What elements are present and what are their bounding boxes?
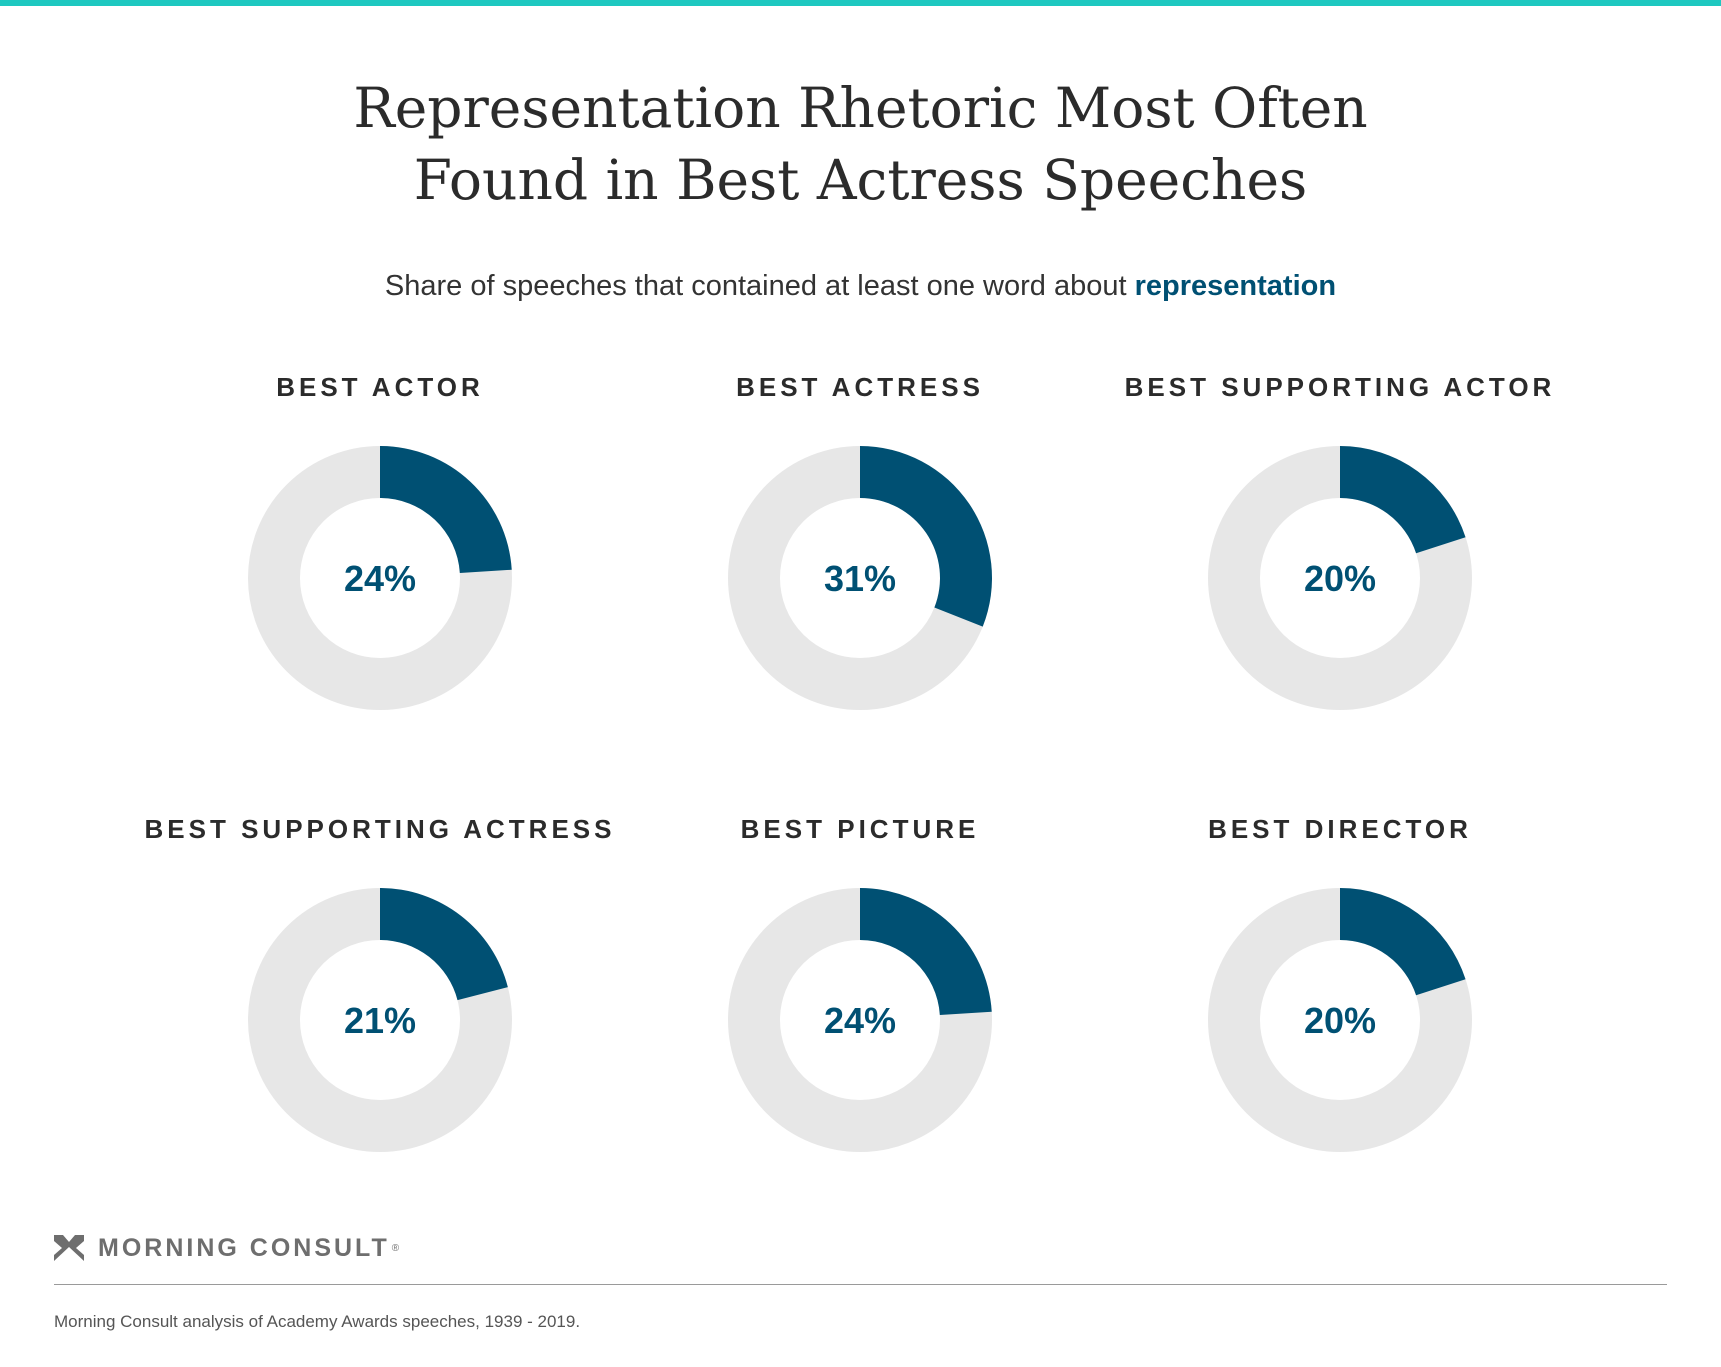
- subtitle-highlight: representation: [1134, 270, 1337, 302]
- chart-title-line-2: Found in Best Actress Speeches: [413, 148, 1308, 212]
- donut-value-slice: [860, 887, 992, 1015]
- donut-value-slice: [380, 888, 508, 1001]
- footer-divider: [54, 1284, 1667, 1285]
- donut-label: BEST ACTRESS: [736, 372, 984, 402]
- source-note: Morning Consult analysis of Academy Awar…: [54, 1312, 581, 1331]
- chart-title-line-1: Representation Rhetoric Most Often: [353, 76, 1368, 140]
- donut-value-slice: [1340, 446, 1466, 554]
- donut-label: BEST ACTOR: [276, 372, 484, 402]
- chart-subtitle: Share of speeches that contained at leas…: [0, 270, 1721, 303]
- donut-value-label: 20%: [1304, 558, 1376, 599]
- top-accent-bar: [0, 0, 1721, 6]
- donut-best-picture: BEST PICTURE 24%: [728, 814, 992, 1152]
- donut-best-actor: BEST ACTOR 24%: [248, 372, 512, 710]
- donut-label: BEST SUPPORTING ACTOR: [1125, 372, 1556, 402]
- logo-text: MORNING CONSULT: [98, 1233, 390, 1262]
- morning-consult-m-logo-icon: [54, 1235, 84, 1261]
- donut-value-label: 20%: [1304, 1000, 1376, 1041]
- donut-value-label: 24%: [824, 1000, 896, 1041]
- donut-value-label: 31%: [824, 558, 896, 599]
- donut-value-slice: [380, 446, 512, 573]
- donut-label: BEST SUPPORTING ACTRESS: [145, 814, 616, 844]
- morning-consult-logo: MORNING CONSULT ®: [54, 1230, 399, 1266]
- donut-label: BEST DIRECTOR: [1208, 814, 1472, 844]
- donut-best-actress: BEST ACTRESS 31%: [728, 372, 992, 710]
- donut-value-slice: [1340, 888, 1466, 996]
- donut-label: BEST PICTURE: [741, 814, 980, 844]
- subtitle-text: Share of speeches that contained at leas…: [384, 270, 1135, 302]
- donut-value-label: 21%: [344, 1000, 416, 1041]
- donut-best-supporting-actress: BEST SUPPORTING ACTRESS 21%: [145, 814, 616, 1152]
- logo-registered-mark: ®: [391, 1242, 400, 1254]
- donut-value-slice: [860, 446, 992, 627]
- chart-title: Representation Rhetoric Most Often Found…: [0, 72, 1721, 216]
- donut-value-label: 24%: [344, 558, 416, 599]
- donut-best-supporting-actor: BEST SUPPORTING ACTOR 20%: [1125, 372, 1556, 710]
- donut-best-director: BEST DIRECTOR 20%: [1208, 814, 1472, 1152]
